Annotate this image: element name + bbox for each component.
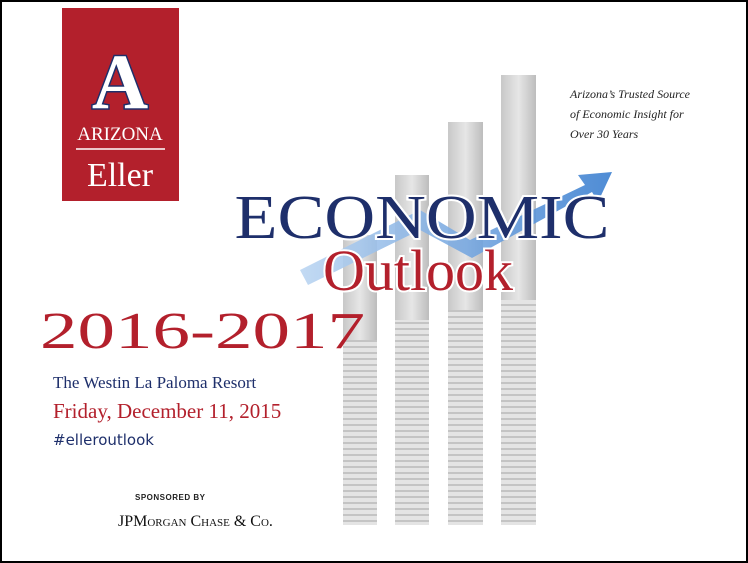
venue: The Westin La Paloma Resort: [53, 373, 256, 392]
flyer: A ARIZONA Eller Arizona’s Trusted Source…: [0, 0, 748, 563]
logo-university: ARIZONA: [77, 124, 163, 145]
title-years: 2016-2017: [40, 303, 365, 360]
hashtag: #elleroutlook: [53, 431, 154, 449]
sponsor-label: SPONSORED BY: [135, 493, 206, 502]
tagline-line: Over 30 Years: [570, 127, 639, 141]
sponsor-name: JPMorgan Chase & Co.: [118, 513, 273, 530]
logo-school: Eller: [87, 157, 154, 194]
tagline-line: Arizona’s Trusted Source: [569, 87, 691, 101]
title-outlook: Outlook: [323, 238, 513, 303]
tagline-line: of Economic Insight for: [570, 107, 684, 121]
logo-letter: A: [92, 38, 148, 125]
event-date: Friday, December 11, 2015: [53, 399, 281, 423]
